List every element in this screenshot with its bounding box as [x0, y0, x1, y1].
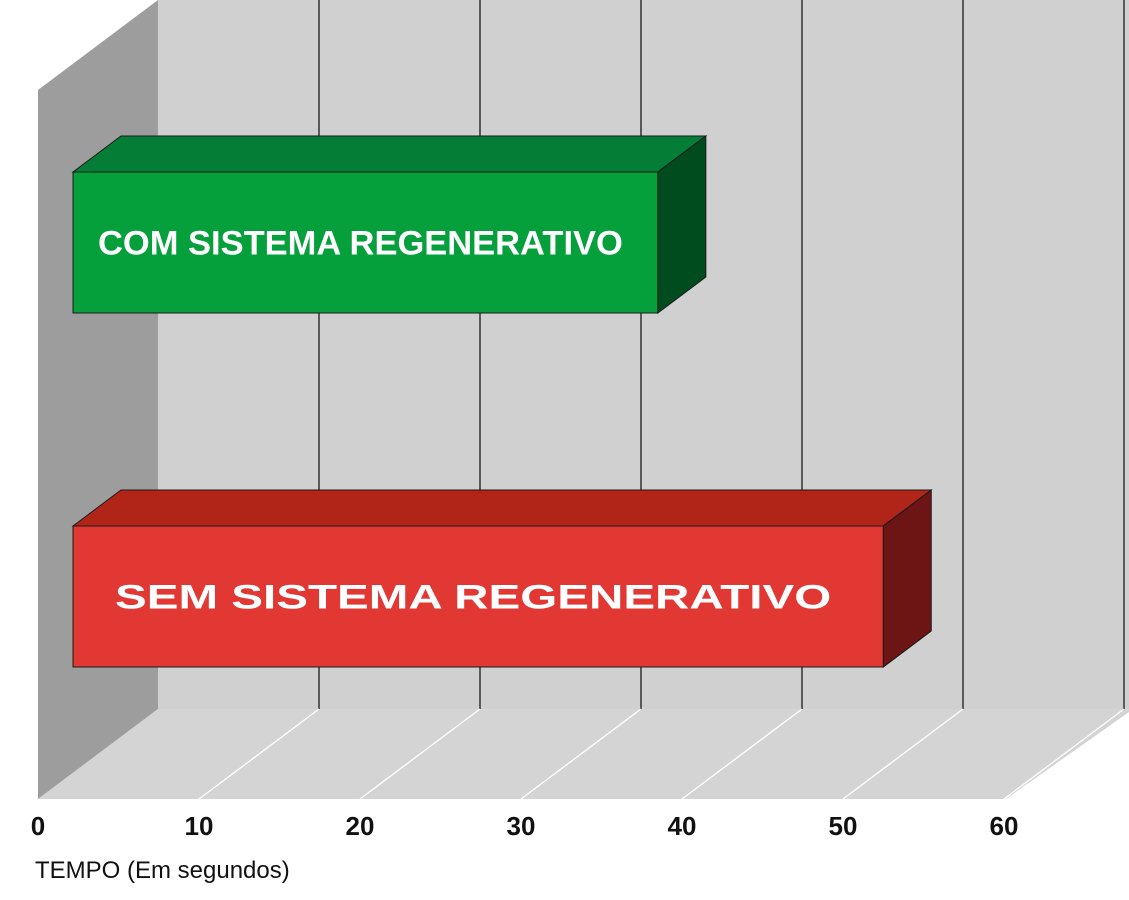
- bar-top-face: [71, 489, 933, 527]
- floor-gridline-10: [198, 708, 320, 800]
- floor-gridline-20: [359, 708, 481, 800]
- floor: [38, 709, 1129, 799]
- tick-label-10: 10: [185, 811, 214, 841]
- tick-label-20: 20: [346, 811, 375, 841]
- bar-front-face: [72, 525, 884, 668]
- bar-front-face: [72, 171, 659, 314]
- tick-label-0: 0: [31, 811, 45, 841]
- left-wall: [38, 0, 158, 799]
- bar-1: COM SISTEMA REGENERATIVO: [71, 135, 708, 314]
- floor-gridline-30: [520, 708, 642, 800]
- bar-2: SEM SISTEMA REGENERATIVO: [71, 489, 933, 668]
- bar-label: COM SISTEMA REGENERATIVO: [98, 225, 623, 263]
- bars: COM SISTEMA REGENERATIVO SEM SISTEMA REGE…: [71, 135, 933, 668]
- x-axis-label: TEMPO (Em segundos): [35, 857, 290, 884]
- bar-top-face: [71, 135, 708, 173]
- tick-label-30: 30: [507, 811, 536, 841]
- floor-gridline-40: [681, 708, 803, 800]
- tick-labels: 0 10 20 30 40 50 60: [31, 811, 1019, 841]
- floor-gridline-60: [1003, 708, 1125, 800]
- floor-gridline-50: [842, 708, 964, 800]
- tick-label-60: 60: [990, 811, 1019, 841]
- chart-walls: [38, 0, 1129, 799]
- tick-label-50: 50: [829, 811, 858, 841]
- bar-label: SEM SISTEMA REGENERATIVO: [115, 579, 831, 617]
- tick-label-40: 40: [668, 811, 697, 841]
